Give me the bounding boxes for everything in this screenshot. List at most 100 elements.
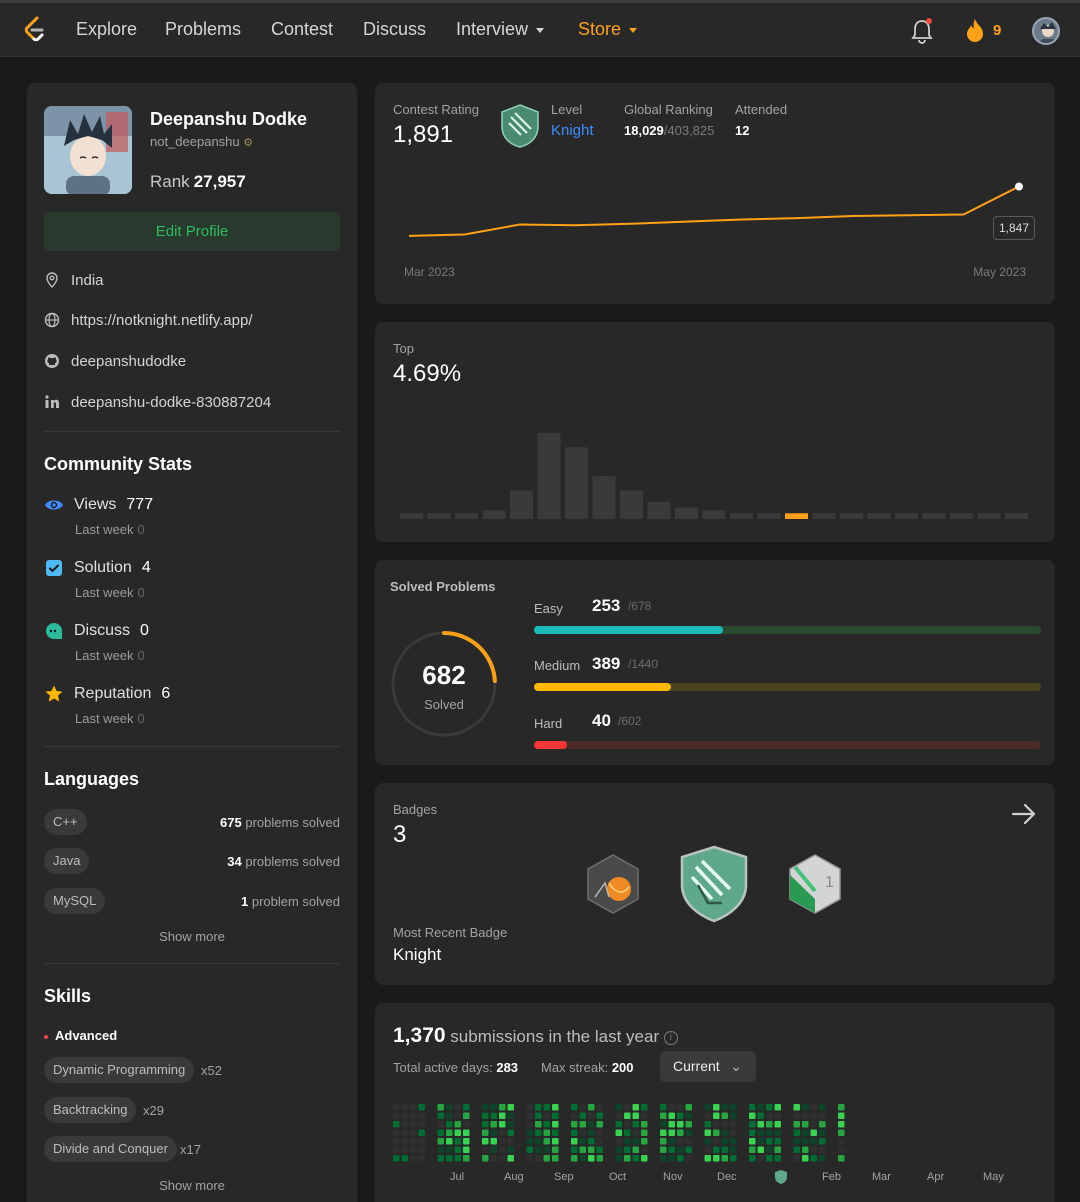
skills-show-more[interactable]: Show more (159, 1178, 225, 1193)
website-link[interactable]: https://notknight.netlify.app/ (71, 311, 253, 329)
contest-badge-icon[interactable] (585, 853, 641, 915)
arrow-right-icon[interactable] (1011, 803, 1037, 825)
nav-explore[interactable]: Explore (76, 19, 138, 39)
info-icon[interactable]: i (663, 1030, 678, 1045)
heatmap-cell (454, 1129, 461, 1136)
website-row[interactable]: https://notknight.netlify.app/ (44, 309, 253, 331)
percentile-histogram[interactable] (375, 422, 1055, 522)
heatmap-cell (507, 1155, 514, 1162)
heatmap-cell (482, 1155, 489, 1162)
hard-solved: 40 (592, 711, 611, 730)
heatmap-cell (819, 1129, 826, 1136)
skill-level-label: Advanced (55, 1028, 118, 1043)
heatmap-cell (446, 1138, 453, 1145)
stat-views-label: Views (74, 496, 117, 513)
nav-interview[interactable]: Interview (456, 19, 545, 40)
nav-store[interactable]: Store (578, 19, 638, 40)
nav-discuss[interactable]: Discuss (363, 19, 427, 39)
heatmap-cell (552, 1104, 559, 1111)
heatmap-cell (641, 1146, 648, 1153)
lang-pill-cpp[interactable]: C++ (44, 809, 87, 835)
submission-heatmap[interactable] (375, 1101, 1055, 1167)
heatmap-cell (463, 1129, 470, 1136)
linkedin-row[interactable]: deepanshu-dodke-830887204 (44, 391, 271, 413)
github-link[interactable]: deepanshudodke (71, 352, 187, 370)
top-percentile-card: Top 4.69% (375, 322, 1055, 542)
heatmap-cell (507, 1146, 514, 1153)
location-text: India (71, 271, 104, 289)
heatmap-cell (507, 1129, 514, 1136)
rating-line-chart[interactable] (375, 173, 1055, 253)
annual-badge-icon[interactable]: 1 (787, 853, 843, 915)
heatmap-cell (579, 1112, 586, 1119)
lang-pill-mysql[interactable]: MySQL (44, 888, 106, 914)
heatmap-cell (552, 1112, 559, 1119)
github-row[interactable]: deepanshudodke (44, 350, 186, 372)
heatmap-cell (579, 1146, 586, 1153)
heatmap-cell (757, 1121, 764, 1128)
medium-bar (534, 683, 1041, 691)
heatmap-cell (410, 1104, 417, 1111)
contest-rating-label: Contest Rating (393, 102, 479, 117)
heatmap-cell (766, 1129, 773, 1136)
month-label-sep: Sep (554, 1171, 574, 1183)
month-label-feb: Feb (822, 1171, 841, 1183)
last-week-value: 0 (137, 522, 145, 537)
histogram-bar (675, 507, 698, 519)
year-dropdown[interactable]: Current ⌄ (660, 1051, 756, 1082)
nav-contest[interactable]: Contest (271, 19, 334, 39)
heatmap-cell (730, 1155, 737, 1162)
heatmap-cell (454, 1138, 461, 1145)
knight-badge-icon[interactable] (678, 845, 750, 923)
flame-icon[interactable] (964, 18, 986, 44)
avatar[interactable] (1032, 17, 1060, 45)
leetcode-logo-icon[interactable] (22, 16, 48, 44)
languages-show-more[interactable]: Show more (159, 929, 225, 944)
heatmap-cell (668, 1138, 675, 1145)
histogram-bar (455, 513, 478, 519)
x-axis-end: May 2023 (973, 265, 1026, 279)
heatmap-cell (418, 1112, 425, 1119)
heatmap-cell (632, 1146, 639, 1153)
nav-problems[interactable]: Problems (165, 19, 242, 39)
lang-count-suffix: problems solved (245, 815, 340, 830)
heatmap-cell (552, 1146, 559, 1153)
heatmap-cell (579, 1104, 586, 1111)
linkedin-icon (45, 395, 59, 408)
heatmap-cell (838, 1129, 845, 1136)
heatmap-cell (713, 1112, 720, 1119)
location-row: India (44, 269, 104, 291)
heatmap-cell (410, 1129, 417, 1136)
heatmap-cell (793, 1104, 800, 1111)
linkedin-link[interactable]: deepanshu-dodke-830887204 (71, 393, 272, 411)
heatmap-cell (571, 1129, 578, 1136)
heatmap-cell (437, 1112, 444, 1119)
skill-pill-dp[interactable]: Dynamic Programming (44, 1057, 195, 1083)
heatmap-cell (526, 1129, 533, 1136)
skill-pill-backtracking[interactable]: Backtracking (44, 1097, 137, 1123)
heatmap-cell (721, 1146, 728, 1153)
heatmap-cell (482, 1138, 489, 1145)
heatmap-cell (721, 1129, 728, 1136)
heatmap-cell (552, 1155, 559, 1162)
heatmap-cell (596, 1121, 603, 1128)
active-days-label: Total active days: (393, 1060, 493, 1075)
verified-icon: ⚙ (243, 137, 254, 149)
skill-pill-divide-conquer[interactable]: Divide and Conquer (44, 1136, 177, 1162)
heatmap-cell (437, 1155, 444, 1162)
heatmap-cell (632, 1121, 639, 1128)
last-week-label: Last week (75, 522, 134, 537)
heatmap-cell (802, 1104, 809, 1111)
heatmap-cell (401, 1155, 408, 1162)
heatmap-cell (393, 1129, 400, 1136)
lang-pill-java[interactable]: Java (44, 848, 90, 874)
heatmap-cell (588, 1121, 595, 1128)
heatmap-cell (838, 1104, 845, 1111)
heatmap-cell (704, 1129, 711, 1136)
heatmap-cell (632, 1104, 639, 1111)
edit-profile-button[interactable]: Edit Profile (44, 212, 340, 251)
medium-total: /1440 (628, 657, 659, 671)
heatmap-cell (819, 1121, 826, 1128)
heatmap-cell (632, 1155, 639, 1162)
last-week-value: 0 (137, 711, 145, 726)
